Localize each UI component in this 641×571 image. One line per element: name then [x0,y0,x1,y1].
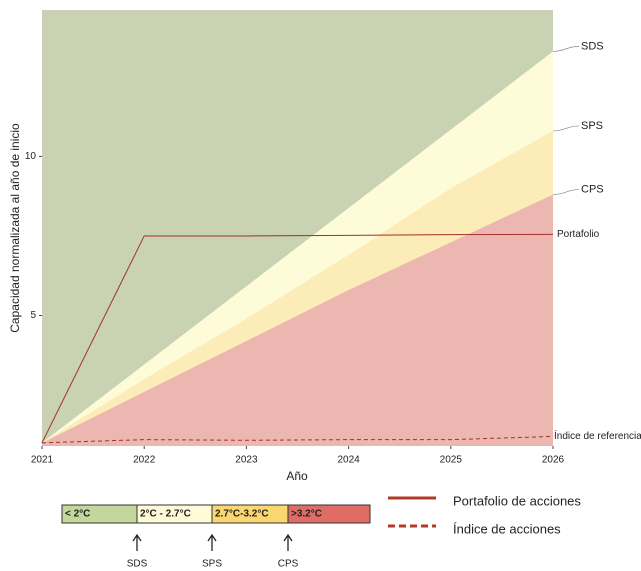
legend-label: Índice de acciones [453,521,561,536]
area [42,194,553,446]
y-tick-label: 5 [30,310,36,321]
label-leader [552,125,580,132]
line [41,435,554,444]
y-axis-label: Capacidad normalizada al año de inicio [8,123,22,333]
arrow [207,533,217,551]
label-leader [552,189,580,195]
band-label: >3.2°C [291,509,322,520]
band-label: < 2°C [65,509,90,520]
arrow-label: SPS [202,559,222,570]
band-label: 2.7°C-3.2°C [215,509,269,520]
series-label: Índice de referencia [554,429,641,442]
legend-label: Portafolio de acciones [453,493,581,508]
arrow [132,533,142,551]
line [41,233,554,444]
series-label: SDS [581,40,604,52]
x-tick-label: 2021 [31,455,54,466]
arrow-label: SDS [127,559,148,570]
arrow-label: CPS [278,559,299,570]
y-tick-label: 10 [25,151,37,162]
band-swatch [287,504,371,524]
x-axis-label: Año [286,469,308,483]
arrow [283,533,293,551]
x-tick-label: 2024 [337,455,360,466]
label-leader [552,46,580,52]
x-tick-label: 2023 [235,455,258,466]
x-tick-label: 2026 [542,455,565,466]
series-label: CPS [581,183,604,195]
series-label: SPS [581,120,603,132]
x-tick-label: 2025 [440,455,463,466]
x-tick-label: 2022 [133,455,156,466]
band-label: 2°C - 2.7°C [140,509,191,520]
series-label: Portafolio [557,229,600,240]
